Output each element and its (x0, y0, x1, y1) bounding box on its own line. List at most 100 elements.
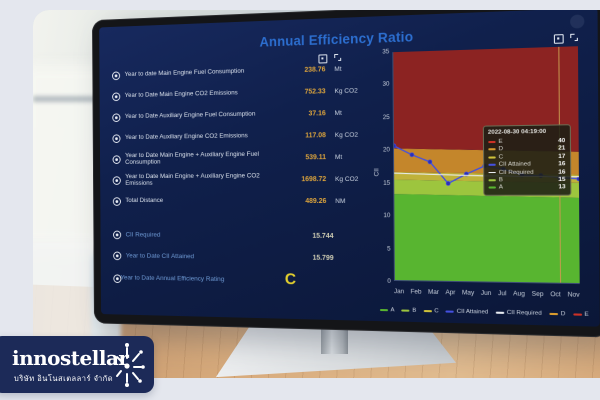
legend-color-dash (401, 309, 410, 312)
target-bullet-icon (112, 175, 121, 185)
metric-unit: Mt (334, 109, 342, 117)
tooltip-row: CII Attained 16 (488, 160, 565, 168)
series-color-dash (488, 156, 496, 159)
chart-svg[interactable] (393, 46, 580, 283)
foreground-blur (33, 238, 101, 348)
tooltip-row: A 13 (488, 184, 566, 192)
tooltip-date: 2022-08-30 04:19:00 (487, 129, 547, 137)
legend-color-dash (572, 313, 582, 316)
legend-color-dash (549, 312, 559, 316)
chart-plot-area[interactable]: 2022-08-30 04:19:00 E 40 (392, 46, 580, 285)
cii-required-value: 15.744 (312, 232, 334, 240)
rating-label: Year to Date Annual Efficiency Rating (120, 274, 225, 284)
metric-label: Year to Date Auxiliary Engine Fuel Consu… (124, 110, 256, 121)
y-tick: 15 (383, 179, 391, 187)
legend-item[interactable]: CII Attained (445, 308, 488, 316)
metric-value: 489.26 (305, 197, 327, 205)
metric-label: Year to date Main Engine Fuel Consumptio… (124, 68, 245, 79)
cii-chart: 35 30 25 20 15 10 5 0 CII 2022-08-30 04:19:00 (373, 34, 591, 320)
metric-unit: Kg CO2 (334, 131, 359, 139)
y-tick: 0 (387, 277, 391, 285)
metric-value: 238.76 (304, 65, 326, 74)
metric-label: Year to Date Main Engine CO2 Emissions (124, 89, 238, 100)
monitor-bezel: Annual Efficiency Ratio Year to date Mai… (92, 10, 600, 338)
metric-unit: Kg CO2 (334, 86, 358, 95)
metric-value: 117.08 (305, 131, 326, 139)
metric-row: Year to Date Main Engine + Auxiliary Eng… (112, 168, 373, 191)
x-tick: Apr (445, 288, 456, 297)
x-tick: Feb (410, 288, 422, 296)
metric-row: Total Distance 489.26 NM (112, 190, 373, 212)
tooltip-row: CII Required 16 (488, 168, 565, 176)
legend-item[interactable]: B (401, 307, 416, 314)
x-tick: Aug (513, 290, 525, 298)
target-bullet-icon (112, 133, 121, 143)
series-color-dash (488, 186, 496, 189)
photo-background: Annual Efficiency Ratio Year to date Mai… (33, 10, 600, 378)
y-tick: 10 (383, 212, 391, 220)
y-axis-ticks: 35 30 25 20 15 10 5 0 (376, 48, 391, 285)
y-tick: 20 (382, 146, 390, 154)
metrics-panel: Year to date Main Engine Fuel Consumptio… (111, 57, 373, 212)
chart-save-icon[interactable] (553, 34, 564, 44)
starburst-icon (116, 343, 145, 387)
dashboard-screen: Annual Efficiency Ratio Year to date Mai… (99, 10, 600, 327)
logo-wordmark: innostellar (12, 346, 129, 370)
logo-thai-subtext: บริษัท อินโนสเตลลาร์ จำกัด (14, 374, 114, 383)
metric-value: 752.33 (304, 87, 326, 96)
x-tick: Oct (550, 290, 561, 299)
series-color-dash (488, 179, 496, 182)
y-axis-label: CII (373, 168, 381, 177)
y-tick: 35 (382, 48, 390, 56)
metric-value: 539.11 (305, 153, 327, 161)
cii-attained-value: 15.799 (312, 254, 334, 262)
legend-item[interactable]: E (572, 311, 589, 318)
chart-tooltip: 2022-08-30 04:19:00 E 40 (482, 124, 572, 196)
cii-required-row: CII Required 15.744 (113, 230, 373, 242)
legend-color-dash (445, 310, 455, 313)
monitor: Annual Efficiency Ratio Year to date Mai… (92, 10, 600, 338)
legend-item[interactable]: CII Required (495, 310, 542, 317)
target-bullet-icon (113, 230, 122, 240)
metric-value: 37.16 (308, 109, 326, 118)
x-tick: May (461, 289, 475, 297)
metric-label: Year to Date Main Engine + Auxiliary Eng… (125, 172, 260, 187)
x-tick: Mar (427, 288, 439, 297)
legend-item[interactable]: C (423, 308, 439, 314)
legend-color-dash (423, 309, 432, 313)
metric-row: Year to Date Main Engine + Auxiliary Eng… (112, 146, 372, 170)
metric-label: Year to Date Main Engine + Auxiliary Eng… (125, 150, 259, 166)
legend-item[interactable]: D (549, 311, 565, 317)
series-color-dash (488, 148, 496, 151)
metric-label: Total Distance (125, 197, 164, 205)
company-logo: innostellar บริษัท อินโนสเตลลาร์ จำกัด (0, 336, 154, 393)
series-color-dash (488, 163, 496, 166)
chart-crosshair-icon[interactable] (570, 34, 578, 42)
target-bullet-icon (111, 70, 121, 80)
target-bullet-icon (112, 112, 121, 122)
target-bullet-icon (112, 196, 121, 206)
target-bullet-icon (113, 251, 122, 261)
target-bullet-icon (112, 154, 121, 164)
x-tick: Nov (567, 291, 580, 299)
metric-value: 1698.72 (301, 175, 327, 183)
metric-unit: Kg CO2 (335, 175, 359, 183)
metric-label: Year to Date Auxiliary Engine CO2 Emissi… (124, 132, 248, 142)
metric-unit: Mt (334, 65, 342, 73)
legend-color-dash (495, 311, 505, 314)
cii-required-label: CII Required (125, 231, 161, 239)
series-color-dash (488, 171, 496, 174)
x-tick: Jan (393, 288, 405, 296)
x-tick: Jun (480, 289, 492, 298)
legend-color-dash (379, 309, 389, 312)
series-color-dash (487, 140, 496, 143)
cii-attained-label: Year to Date CII Attained (125, 252, 195, 261)
x-axis-ticks: Jan Feb Mar Apr May Jun Jul Aug Sep Oct Nov (394, 288, 580, 299)
metric-unit: Mt (334, 153, 343, 161)
legend-item[interactable]: A (379, 307, 395, 313)
target-bullet-icon (112, 91, 121, 101)
y-tick: 30 (382, 81, 390, 89)
chart-legend: A B C (378, 307, 591, 318)
rating-grade: C (284, 271, 297, 289)
